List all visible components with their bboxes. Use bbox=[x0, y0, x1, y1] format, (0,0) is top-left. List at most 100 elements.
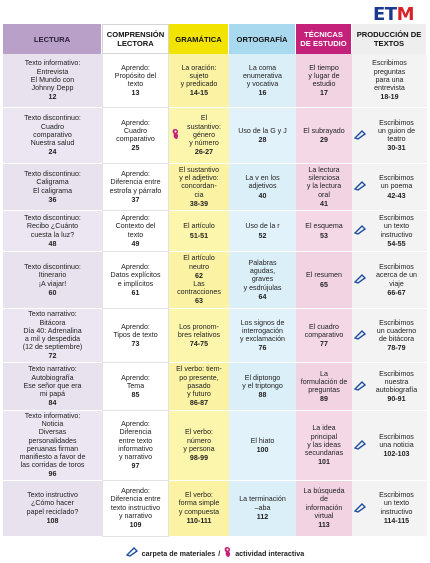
page-number[interactable]: 51-51 bbox=[189, 231, 209, 240]
page-number[interactable]: 114-115 bbox=[383, 516, 410, 525]
cell-tecnicas-de-estudio: El esquema 53 bbox=[296, 211, 352, 252]
cell-line: Caligrama bbox=[36, 178, 69, 187]
cell-ortografia: Palabras agudas, graves y esdrújulas 64 bbox=[229, 252, 296, 309]
page-number[interactable]: 66-67 bbox=[387, 288, 406, 297]
page-number[interactable]: 25 bbox=[131, 144, 140, 153]
page-number[interactable]: 90-91 bbox=[387, 395, 406, 404]
page-number[interactable]: 88 bbox=[258, 391, 267, 400]
folder-icon[interactable] bbox=[353, 502, 367, 515]
cell-line: Bitácora bbox=[39, 318, 66, 327]
page-number[interactable]: 54-55 bbox=[387, 239, 406, 248]
page-number[interactable]: 24 bbox=[48, 148, 57, 157]
folder-icon[interactable] bbox=[353, 329, 367, 342]
cell-line: entrevista bbox=[374, 84, 405, 93]
page-number[interactable]: 73 bbox=[131, 340, 140, 349]
page-number[interactable]: 78-79 bbox=[387, 344, 406, 353]
page-number[interactable]: 48 bbox=[48, 239, 57, 248]
page-number[interactable]: 65 bbox=[320, 280, 328, 289]
page-number[interactable]: 61 bbox=[131, 288, 140, 297]
page-number[interactable]: 101 bbox=[318, 458, 330, 467]
cell-line: ¿Cómo hacer bbox=[31, 499, 74, 508]
page-number[interactable]: 37 bbox=[131, 195, 140, 204]
page-number[interactable]: 36 bbox=[48, 195, 57, 204]
cell-line: Día 40: Adrenalina bbox=[23, 326, 82, 335]
page-number[interactable]: 110-111 bbox=[186, 516, 212, 525]
cell-content: Escribimos un poema 42-43 bbox=[353, 174, 425, 200]
interactive-activity-icon[interactable] bbox=[171, 128, 180, 142]
folder-icon[interactable] bbox=[353, 180, 367, 193]
cell-ortografia: El hiato 100 bbox=[229, 411, 296, 481]
folder-icon[interactable] bbox=[353, 129, 367, 142]
page-number[interactable]: 16 bbox=[258, 89, 267, 98]
cell-comprension-lectora: Aprendo: Tipos de texto 73 bbox=[102, 309, 169, 363]
cell-line: po presente, bbox=[179, 373, 219, 382]
page-number[interactable]: 100 bbox=[256, 445, 269, 454]
page-number[interactable]: 86-87 bbox=[189, 399, 209, 408]
page-number[interactable]: 29 bbox=[320, 136, 328, 144]
page-number[interactable]: 12 bbox=[48, 93, 57, 102]
logo: ETM bbox=[373, 6, 415, 24]
page-number[interactable]: 112 bbox=[256, 512, 269, 521]
cell-text: El diptongo y el triptongo 88 bbox=[231, 374, 294, 400]
cell-line: El subrayado bbox=[303, 126, 345, 135]
cell-line: Escribimos bbox=[379, 118, 414, 127]
folder-icon[interactable] bbox=[353, 224, 367, 237]
page-number[interactable]: 14-15 bbox=[189, 89, 209, 98]
cell-comprension-lectora: Aprendo: Diferencia entre estrofa y párraf… bbox=[102, 164, 169, 211]
page-number[interactable]: 40 bbox=[258, 191, 267, 200]
cell-produccion-de-textos: Escribimos nuestra autobiografía 90-91 bbox=[352, 363, 427, 411]
folder-icon[interactable] bbox=[353, 439, 367, 452]
page-number[interactable]: 60 bbox=[48, 288, 57, 297]
page-number[interactable]: 17 bbox=[320, 89, 328, 98]
cell-text: La v en los adjetivos 40 bbox=[231, 174, 294, 200]
cell-line: comparativo bbox=[116, 135, 155, 143]
cell-line: Texto narrativo: bbox=[28, 365, 77, 374]
page-number[interactable]: 109 bbox=[129, 520, 142, 529]
page-number[interactable]: 38-39 bbox=[189, 199, 209, 208]
page-number[interactable]: 89 bbox=[320, 395, 328, 404]
page-number[interactable]: 113 bbox=[318, 520, 330, 529]
cell-line: El artículo bbox=[183, 222, 215, 231]
page-number[interactable]: 97 bbox=[131, 462, 140, 471]
cell-line: ¡A viajar! bbox=[38, 279, 67, 288]
cell-text: La formulación de preguntas 89 bbox=[298, 370, 350, 404]
page-number[interactable]: 77 bbox=[320, 340, 328, 349]
page-number[interactable]: 63 bbox=[195, 297, 203, 306]
page-number[interactable]: 18-19 bbox=[380, 93, 399, 102]
page-number[interactable]: 28 bbox=[258, 136, 267, 144]
page-number[interactable]: 30-31 bbox=[387, 144, 406, 153]
page-number[interactable]: 98-99 bbox=[189, 454, 209, 463]
folder-icon[interactable] bbox=[353, 380, 367, 393]
cell-comprension-lectora: Aprendo: Datos explícitos e implícitos 61 bbox=[102, 252, 169, 309]
page-number[interactable]: 49 bbox=[131, 239, 140, 248]
folder-icon[interactable] bbox=[353, 273, 367, 286]
page-number[interactable]: 42-43 bbox=[387, 191, 406, 200]
cell-line: Texto discontinuo: bbox=[24, 114, 81, 123]
page-number[interactable]: 102-103 bbox=[383, 449, 410, 458]
cell-line: Escribimos bbox=[379, 318, 414, 327]
page-number[interactable]: 96 bbox=[48, 470, 57, 479]
header-gramatica: GRAMÁTICA bbox=[169, 24, 229, 54]
page-number[interactable]: 62 bbox=[195, 271, 203, 280]
page-number[interactable]: 76 bbox=[258, 344, 267, 353]
cell-line: oral bbox=[318, 190, 330, 199]
cell-line: un guion de bbox=[377, 126, 416, 135]
cell-line: manifiesto a favor de bbox=[19, 453, 86, 462]
cell-line: Datos explícitos bbox=[110, 271, 161, 280]
page-number[interactable]: 84 bbox=[48, 399, 57, 408]
page-number[interactable]: 85 bbox=[131, 391, 140, 400]
page-number[interactable]: 53 bbox=[320, 231, 328, 240]
cell-line: Ese señor que era bbox=[23, 381, 82, 390]
page-number[interactable]: 72 bbox=[48, 352, 57, 361]
cell-text: Aprendo: Tipos de texto 73 bbox=[105, 323, 166, 349]
page-number[interactable]: 64 bbox=[258, 292, 267, 301]
cell-text: La terminación –aba 112 bbox=[231, 495, 294, 521]
page-number[interactable]: 13 bbox=[131, 89, 140, 98]
page-number[interactable]: 108 bbox=[46, 516, 59, 525]
page-number[interactable]: 74-75 bbox=[189, 340, 209, 349]
cell-text: El resumen 65 bbox=[298, 271, 350, 288]
page-number[interactable]: 26-27 bbox=[194, 148, 214, 157]
cell-tecnicas-de-estudio: El subrayado 29 bbox=[296, 108, 352, 164]
page-number[interactable]: 52 bbox=[258, 231, 267, 240]
page-number[interactable]: 41 bbox=[320, 199, 328, 208]
